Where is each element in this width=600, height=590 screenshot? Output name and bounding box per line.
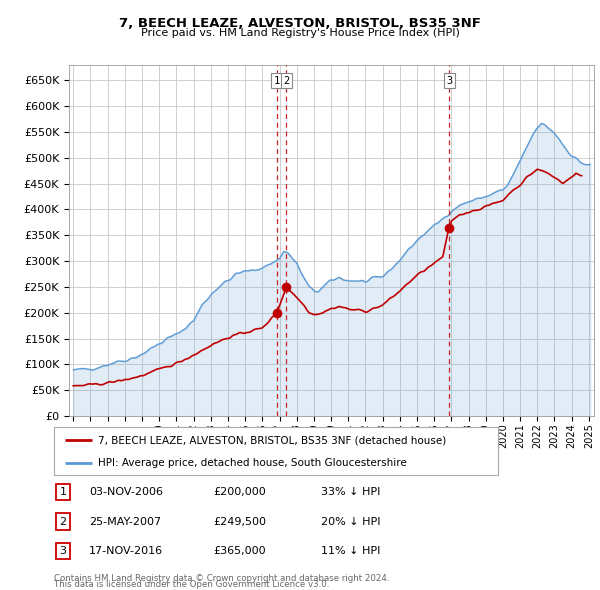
Text: HPI: Average price, detached house, South Gloucestershire: HPI: Average price, detached house, Sout… — [98, 458, 407, 468]
Text: 2: 2 — [283, 76, 289, 86]
Text: 25-MAY-2007: 25-MAY-2007 — [89, 517, 161, 526]
Text: 1: 1 — [59, 487, 67, 497]
Text: 3: 3 — [446, 76, 452, 86]
Text: 3: 3 — [59, 546, 67, 556]
Text: 7, BEECH LEAZE, ALVESTON, BRISTOL, BS35 3NF (detached house): 7, BEECH LEAZE, ALVESTON, BRISTOL, BS35 … — [98, 435, 446, 445]
Text: £249,500: £249,500 — [213, 517, 266, 526]
Text: 33% ↓ HPI: 33% ↓ HPI — [321, 487, 380, 497]
Text: 11% ↓ HPI: 11% ↓ HPI — [321, 546, 380, 556]
Text: 03-NOV-2006: 03-NOV-2006 — [89, 487, 163, 497]
Text: 7, BEECH LEAZE, ALVESTON, BRISTOL, BS35 3NF: 7, BEECH LEAZE, ALVESTON, BRISTOL, BS35 … — [119, 17, 481, 30]
Text: Price paid vs. HM Land Registry's House Price Index (HPI): Price paid vs. HM Land Registry's House … — [140, 28, 460, 38]
Text: £200,000: £200,000 — [213, 487, 266, 497]
Text: £365,000: £365,000 — [213, 546, 266, 556]
Text: 20% ↓ HPI: 20% ↓ HPI — [321, 517, 380, 526]
Text: 1: 1 — [274, 76, 280, 86]
Text: Contains HM Land Registry data © Crown copyright and database right 2024.: Contains HM Land Registry data © Crown c… — [54, 574, 389, 583]
Text: This data is licensed under the Open Government Licence v3.0.: This data is licensed under the Open Gov… — [54, 580, 329, 589]
Text: 2: 2 — [59, 517, 67, 526]
Text: 17-NOV-2016: 17-NOV-2016 — [89, 546, 163, 556]
